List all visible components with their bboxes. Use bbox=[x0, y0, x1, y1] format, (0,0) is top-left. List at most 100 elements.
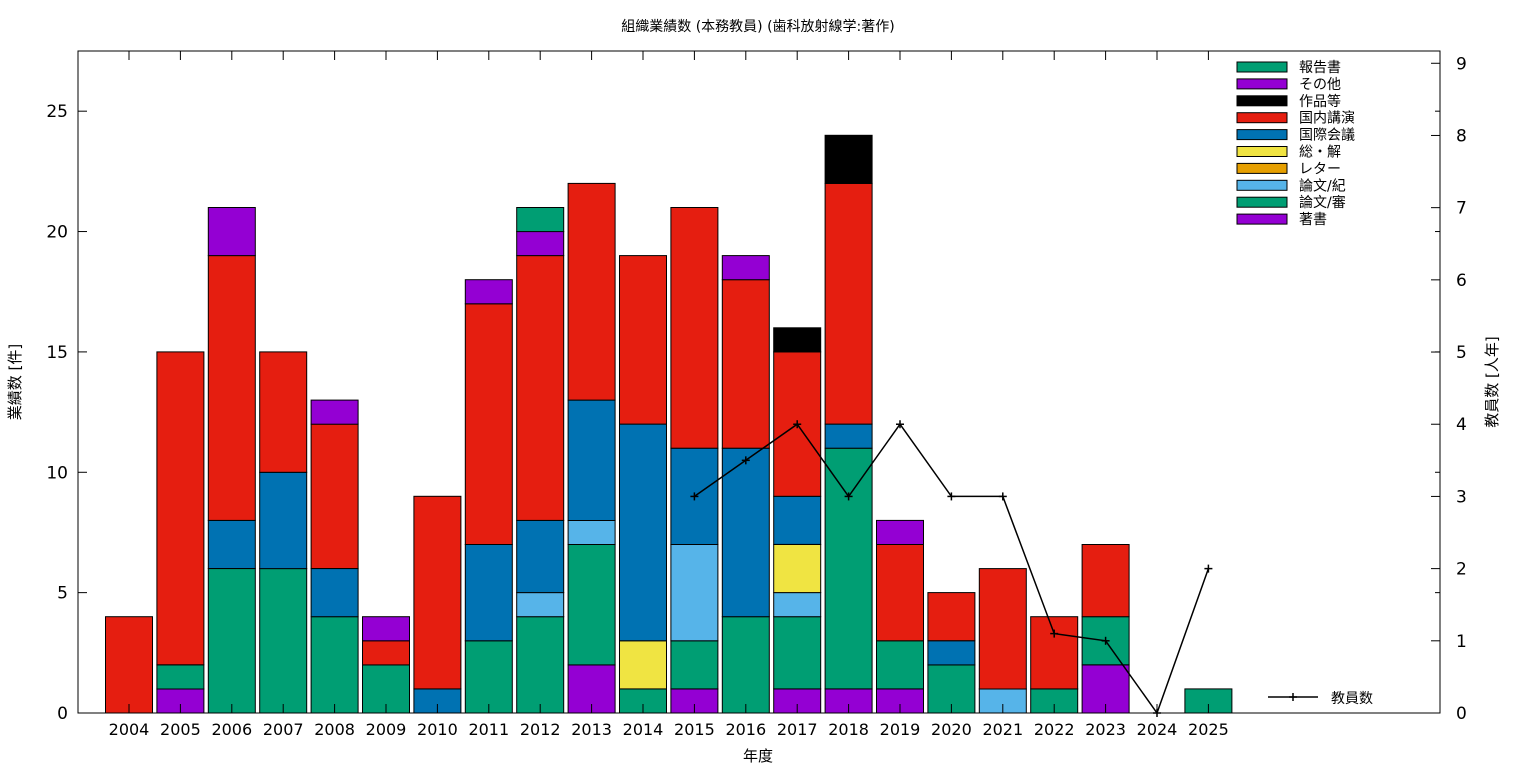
bar-2006-series-5 bbox=[207, 519, 256, 570]
legend-label: レター bbox=[1299, 161, 1341, 177]
bar-2005-series-1 bbox=[156, 664, 205, 690]
bar-2006-series-1 bbox=[207, 568, 256, 714]
bar-2008-series-8 bbox=[310, 399, 359, 425]
y-tick-label: 15 bbox=[46, 343, 68, 363]
legend-swatch bbox=[1236, 95, 1288, 107]
faculty-count-point-2015 bbox=[690, 492, 699, 501]
bar-2004-series-6 bbox=[105, 616, 153, 714]
x-tick-label: 2012 bbox=[520, 720, 561, 739]
legend-label: 教員数 bbox=[1331, 691, 1373, 707]
bar-2015-series-2 bbox=[670, 544, 719, 642]
bar-2011-series-6 bbox=[464, 303, 513, 545]
legend-label: 総・解 bbox=[1299, 145, 1341, 161]
legend-label: 国際会議 bbox=[1299, 127, 1355, 144]
faculty-count-point-2018 bbox=[844, 492, 853, 501]
bar-2012-series-5 bbox=[516, 519, 565, 594]
bar-2022-series-6 bbox=[1030, 616, 1079, 690]
bar-2007-series-6 bbox=[259, 351, 308, 473]
bar-2015-series-1 bbox=[670, 640, 719, 690]
legend-swatch bbox=[1236, 61, 1288, 73]
x-tick-label: 2014 bbox=[623, 720, 664, 739]
plot-frame bbox=[77, 50, 1441, 714]
legend-label: 国内講演 bbox=[1299, 111, 1355, 127]
x-axis: 2004 2005 2006 2007 2008 2009 2010 2011 2012 2013… bbox=[109, 51, 1229, 739]
bar-2013-series-1 bbox=[567, 544, 616, 666]
bar-2006-series-8 bbox=[207, 207, 256, 257]
bar-2014-series-6 bbox=[619, 255, 667, 425]
bars-layer bbox=[105, 134, 1233, 714]
x-tick-label: 2009 bbox=[366, 720, 407, 739]
y2-tick-label: 0 bbox=[1456, 704, 1467, 724]
bar-2017-series-5 bbox=[773, 495, 822, 545]
y2-tick-label: 2 bbox=[1456, 560, 1467, 580]
x-tick-label: 2007 bbox=[263, 720, 304, 739]
legend-label: 作品等 bbox=[1299, 93, 1341, 110]
bar-2014-series-5 bbox=[619, 423, 667, 642]
legend-swatch bbox=[1236, 146, 1288, 157]
bar-2019-series-1 bbox=[876, 640, 924, 690]
chart-title: 組織業績数 (本務教員) (歯科放射線学:著作) bbox=[621, 19, 894, 35]
bar-2007-series-1 bbox=[259, 568, 308, 714]
bar-2011-series-1 bbox=[464, 640, 513, 714]
legend-item: レター bbox=[1236, 161, 1341, 177]
bar-2006-series-6 bbox=[207, 255, 256, 521]
bar-2019-series-8 bbox=[876, 519, 924, 546]
faculty-count-point-2019 bbox=[896, 420, 904, 429]
y2-tick-label: 7 bbox=[1456, 199, 1467, 219]
x-tick-label: 2006 bbox=[211, 720, 252, 739]
legend-item: 総・解 bbox=[1236, 145, 1341, 161]
bar-2023-series-6 bbox=[1081, 544, 1130, 618]
y2-tick-label: 9 bbox=[1456, 54, 1467, 74]
legend-label: 報告書 bbox=[1299, 60, 1341, 76]
bar-2020-series-5 bbox=[927, 640, 976, 666]
y-tick-label: 10 bbox=[46, 463, 68, 483]
x-tick-label: 2025 bbox=[1188, 720, 1229, 739]
bar-2020-series-6 bbox=[927, 592, 976, 642]
x-tick-label: 2023 bbox=[1085, 720, 1126, 739]
bar-2011-series-5 bbox=[464, 544, 513, 642]
legend-label: 著書 bbox=[1299, 212, 1327, 228]
bar-2019-series-6 bbox=[876, 544, 924, 642]
y-tick-label: 5 bbox=[57, 584, 68, 604]
y2-tick-label: 5 bbox=[1456, 343, 1467, 363]
bar-2018-series-1 bbox=[824, 447, 873, 690]
bar-2016-series-1 bbox=[721, 616, 770, 714]
x-tick-label: 2008 bbox=[314, 720, 355, 739]
bar-2018-series-7 bbox=[824, 134, 873, 184]
legend-item: 作品等 bbox=[1236, 93, 1341, 110]
bar-2009-series-8 bbox=[362, 616, 410, 642]
y-tick-label: 20 bbox=[46, 223, 68, 243]
bar-2016-series-5 bbox=[721, 447, 770, 618]
y2-axis-label: 教員数 [人年] bbox=[1483, 336, 1501, 427]
bar-2012-series-8 bbox=[516, 231, 565, 257]
faculty-count-point-2016 bbox=[741, 456, 750, 465]
bar-2008-series-1 bbox=[310, 616, 359, 714]
y2-tick-label: 1 bbox=[1456, 632, 1467, 652]
bar-2015-series-6 bbox=[670, 207, 719, 449]
x-tick-label: 2011 bbox=[468, 720, 509, 739]
faculty-count-point-2017 bbox=[793, 420, 802, 429]
faculty-count-point-2020 bbox=[947, 492, 956, 501]
y-tick-label: 0 bbox=[57, 704, 68, 724]
bar-2013-series-2 bbox=[567, 519, 616, 546]
legend-label: 論文/審 bbox=[1299, 195, 1346, 211]
bar-2018-series-6 bbox=[824, 182, 873, 425]
x-tick-label: 2010 bbox=[417, 720, 458, 739]
legend-swatch bbox=[1236, 78, 1288, 90]
bar-2016-series-6 bbox=[721, 279, 770, 449]
bar-2016-series-8 bbox=[721, 255, 770, 281]
bar-2014-series-4 bbox=[619, 640, 667, 690]
legend-swatch bbox=[1236, 129, 1288, 141]
x-tick-label: 2004 bbox=[109, 720, 150, 739]
x-tick-label: 2013 bbox=[571, 720, 612, 739]
bar-2012-series-6 bbox=[516, 255, 565, 521]
bar-2005-series-6 bbox=[156, 351, 205, 666]
y2-tick-label: 4 bbox=[1456, 415, 1467, 435]
faculty-count-point-2021 bbox=[998, 492, 1007, 501]
legend-item-line: 教員数 bbox=[1268, 691, 1373, 707]
y2-tick-label: 8 bbox=[1456, 126, 1467, 146]
y-axis-label: 業績数 [件] bbox=[6, 344, 24, 420]
legend-swatch bbox=[1236, 112, 1288, 124]
y2-axis: 0 1 2 3 4 5 6 7 8 9 bbox=[1431, 54, 1467, 724]
legend-item: 国際会議 bbox=[1236, 127, 1355, 144]
